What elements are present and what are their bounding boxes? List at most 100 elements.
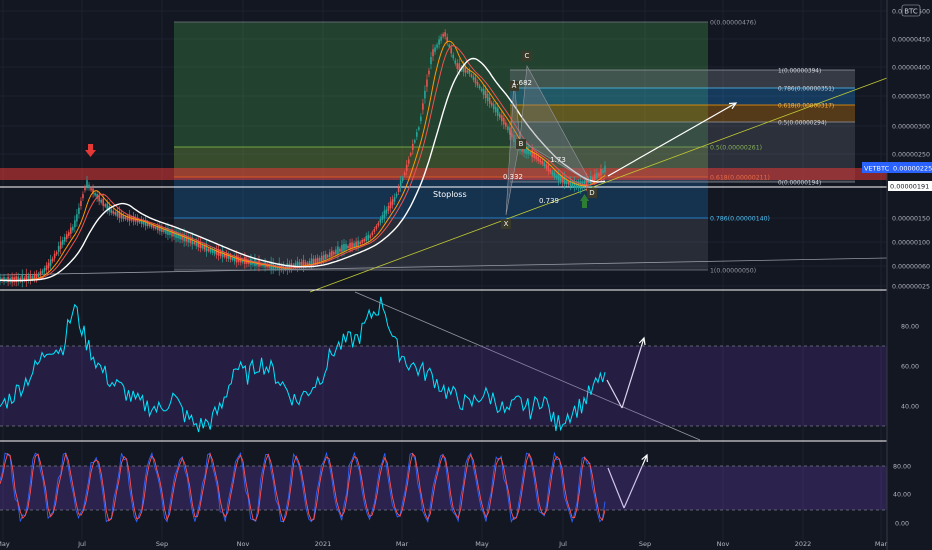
candle-body (551, 171, 554, 175)
candle-body (464, 66, 467, 73)
candle-body (592, 177, 594, 182)
candle-body (49, 259, 52, 266)
stoch-tick-label: 40.00 (893, 492, 911, 499)
time-axis[interactable]: May Jul Sep Nov 2021 Mar May Jul Sep Nov 2022 Mar (0, 540, 887, 548)
candle-body (525, 146, 527, 154)
candle-body (318, 257, 321, 262)
stoch-tick-label: 80.00 (893, 464, 911, 471)
time-tick-label: Nov (717, 540, 730, 548)
currency-badge[interactable] (901, 4, 921, 17)
stoch-axis[interactable]: 80.00 40.00 0.00 (893, 464, 911, 528)
candle-body (416, 132, 418, 137)
fib-level-label: 0.5(0.00000261) (710, 145, 762, 152)
trendline-extension (354, 291, 701, 441)
candle-body (225, 253, 228, 259)
candle-body (405, 164, 408, 171)
candle-body (193, 241, 196, 245)
pattern-ratio-label: 1.682 (512, 79, 532, 87)
projection-arrow-rsi-leg (606, 379, 623, 409)
candle-body (420, 116, 422, 122)
candle-body (29, 274, 32, 281)
candle-body (509, 127, 511, 135)
candle-body (144, 219, 147, 226)
candle-body (450, 47, 453, 54)
candle-body (393, 196, 396, 202)
stoch-pane (0, 451, 887, 524)
candle-body (596, 172, 598, 179)
candles (0, 29, 606, 288)
candle-body (571, 182, 574, 186)
candle-body (262, 263, 264, 267)
price-tick-label: 0.00000400 (892, 65, 930, 72)
candle-body (549, 169, 552, 173)
candle-body (357, 240, 359, 247)
time-tick-label: Sep (156, 540, 168, 548)
up-arrow-icon (580, 194, 589, 201)
fib-level-label: 0.5(0.00000294) (778, 121, 827, 127)
candle-body (138, 220, 141, 223)
candle-body (436, 44, 438, 48)
candle-body (413, 140, 416, 143)
candle-body (482, 88, 485, 95)
projection-arrow-stoch-leg (607, 467, 625, 509)
projection-arrow-stoch-head (641, 453, 648, 463)
fib-zone (510, 105, 855, 122)
candle-body (130, 217, 133, 221)
candle-body (505, 122, 507, 127)
stoch-d-line (0, 452, 606, 523)
time-tick-label: Jul (558, 540, 567, 548)
candle-body (11, 276, 13, 283)
candle-body (41, 270, 44, 274)
candle-body (428, 70, 430, 75)
candle-body (163, 229, 165, 233)
time-tick-label: Jul (77, 540, 86, 548)
candle-body (35, 273, 38, 280)
candle-body (185, 235, 187, 242)
time-tick-label: May (475, 540, 489, 548)
fib-level-label: 1(0.00000394) (778, 69, 821, 75)
pattern-point-label: D (589, 189, 594, 197)
candle-body (189, 238, 192, 243)
candle-body (484, 90, 487, 99)
time-tick-label: 2021 (315, 540, 332, 548)
candle-body (531, 149, 533, 158)
candle-body (142, 220, 145, 225)
up-arrow-body (582, 201, 587, 208)
candle-body (403, 172, 406, 176)
price-tick-label: 0.00000450 (892, 37, 930, 44)
candle-body (507, 126, 509, 131)
xabcd-pattern[interactable]: X A B C D 1.682 0.332 1.73 0.739 (501, 51, 597, 229)
stoch-k-line (0, 451, 606, 524)
candle-body (82, 194, 84, 199)
candle-body (221, 250, 224, 258)
candle-body (496, 108, 499, 116)
candle-body (15, 276, 17, 283)
candle-body (148, 224, 151, 227)
moving-averages (0, 40, 606, 282)
candle-body (598, 173, 600, 177)
candle-body (339, 248, 341, 252)
pattern-point-badge (587, 188, 597, 198)
candle-body (197, 241, 200, 248)
candle-body (120, 213, 123, 219)
rsi-axis[interactable]: 80.00 60.00 40.00 (901, 324, 919, 411)
candle-body (523, 146, 525, 153)
current-price-value: 0.00000225 (893, 165, 932, 173)
candle-body (23, 277, 26, 281)
time-tick-label: May (0, 540, 10, 548)
pattern-point-label: A (512, 82, 517, 90)
fib-level-label: 0(0.00000476) (710, 20, 756, 27)
candle-body (573, 181, 576, 188)
candle-body (438, 39, 440, 45)
candle-body (462, 65, 465, 72)
candle-body (426, 79, 428, 87)
candle-body (418, 127, 420, 130)
pattern-point-label: C (525, 52, 530, 60)
candle-body (159, 226, 161, 232)
candle-body (513, 135, 515, 142)
price-tick-label: 0.00000060 (892, 264, 930, 271)
pattern-ratio-label: 1.73 (550, 156, 566, 164)
candle-body (337, 246, 339, 254)
candle-body (122, 215, 125, 220)
